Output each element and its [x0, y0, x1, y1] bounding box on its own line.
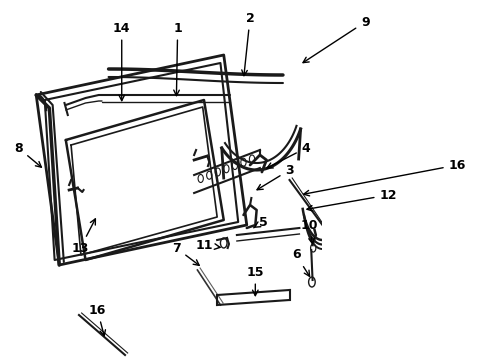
Circle shape [249, 155, 255, 163]
Circle shape [346, 256, 375, 300]
Text: 2: 2 [242, 12, 254, 76]
Text: 15: 15 [246, 266, 264, 296]
Text: 17: 17 [0, 359, 1, 360]
Text: 1: 1 [173, 22, 182, 96]
Circle shape [220, 238, 227, 248]
Text: 7: 7 [172, 242, 199, 265]
Text: 9: 9 [303, 15, 369, 63]
Circle shape [351, 264, 370, 292]
Text: 16: 16 [304, 158, 466, 196]
Circle shape [309, 277, 315, 287]
Circle shape [198, 175, 203, 183]
Text: 3: 3 [257, 163, 294, 190]
Circle shape [381, 256, 386, 264]
Circle shape [311, 244, 316, 252]
Text: 8: 8 [14, 141, 42, 167]
Circle shape [207, 171, 212, 179]
Text: 11: 11 [195, 239, 220, 252]
Circle shape [232, 162, 238, 170]
Text: 16: 16 [89, 303, 106, 336]
Circle shape [389, 294, 394, 302]
Text: 13: 13 [72, 219, 96, 255]
FancyBboxPatch shape [347, 247, 403, 303]
Text: 6: 6 [292, 248, 310, 276]
Text: 5: 5 [254, 216, 268, 229]
Text: 4: 4 [267, 141, 310, 168]
Text: 14: 14 [113, 22, 130, 101]
Text: 12: 12 [307, 189, 397, 211]
Circle shape [241, 158, 246, 166]
Text: 10: 10 [300, 219, 318, 244]
Circle shape [224, 165, 229, 173]
Circle shape [215, 168, 221, 176]
